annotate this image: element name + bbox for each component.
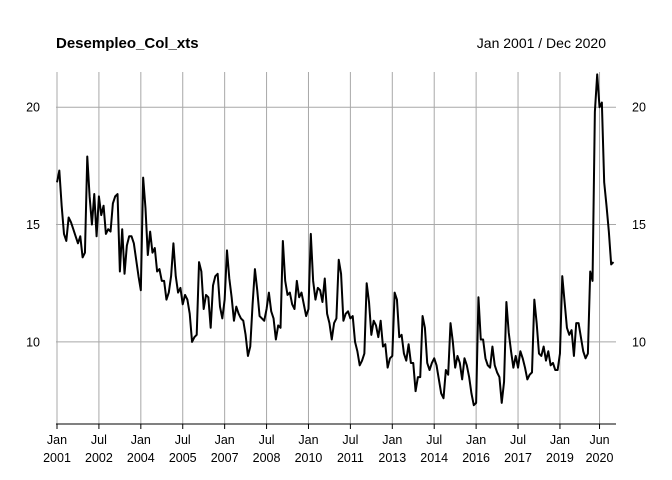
chart-date-range: Jan 2001 / Dec 2020 (477, 35, 606, 51)
y-tick-label-right: 15 (632, 218, 646, 232)
y-tick-label-left: 15 (26, 218, 40, 232)
x-tick-label-year: 2004 (127, 451, 155, 465)
x-tick-label-month: Jul (510, 433, 526, 447)
x-tick-label-year: 2008 (253, 451, 281, 465)
x-tick-label-year: 2019 (546, 451, 574, 465)
x-tick-label-month: Jul (91, 433, 107, 447)
x-tick-label-year: 2010 (295, 451, 323, 465)
x-tick-label-year: 2005 (169, 451, 197, 465)
x-tick-label-year: 2007 (211, 451, 239, 465)
axes: Jan 2001 Jul 2002 Jan 2004 Jul 2005 Jan 2007 Jul 20… (26, 101, 646, 465)
x-tick-label-month: Jan (47, 433, 67, 447)
x-tick-label-year: 2020 (586, 451, 614, 465)
x-tick-label-month: Jan (382, 433, 402, 447)
x-tick-label-month: Jun (589, 433, 609, 447)
x-tick-label-month: Jan (298, 433, 318, 447)
y-tick-label-right: 10 (632, 335, 646, 349)
x-tick-label-year: 2002 (85, 451, 113, 465)
y-tick-label-left: 20 (26, 101, 40, 115)
x-tick-label-month: Jul (426, 433, 442, 447)
x-tick-label-year: 2017 (504, 451, 532, 465)
x-tick-label-year: 2016 (462, 451, 490, 465)
x-tick-label-year: 2014 (420, 451, 448, 465)
x-tick-label-month: Jan (550, 433, 570, 447)
x-tick-label-month: Jul (175, 433, 191, 447)
x-tick-label-month: Jul (342, 433, 358, 447)
x-tick-label-year: 2013 (378, 451, 406, 465)
x-tick-label-year: 2011 (337, 451, 364, 465)
series-layer (56, 73, 615, 407)
x-tick-label-month: Jan (466, 433, 486, 447)
chart-title: Desempleo_Col_xts (56, 35, 199, 52)
x-tick-label-month: Jul (259, 433, 275, 447)
y-tick-label-left: 10 (26, 335, 40, 349)
x-tick-label-month: Jan (215, 433, 235, 447)
grid (56, 72, 616, 424)
x-tick-label-month: Jan (131, 433, 151, 447)
x-tick-label-year: 2001 (43, 451, 71, 465)
series-line (56, 73, 615, 407)
y-tick-label-right: 20 (632, 101, 646, 115)
